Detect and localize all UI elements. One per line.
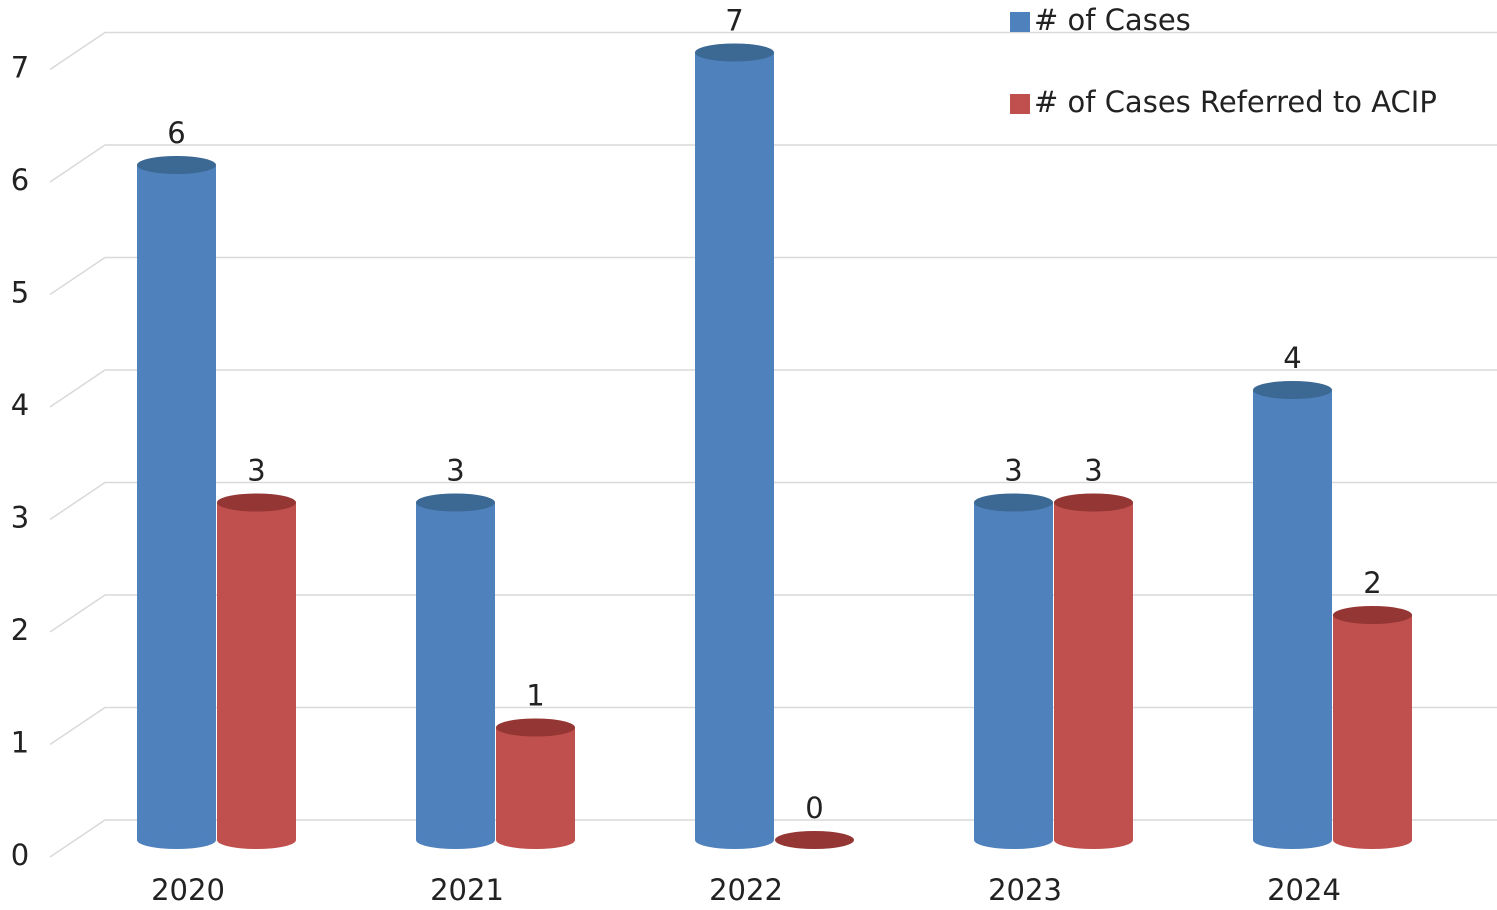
cylinder-top	[217, 493, 296, 512]
cylinder	[137, 156, 216, 849]
grid-line	[49, 369, 1497, 408]
cylinder-top	[974, 493, 1053, 512]
legend-label: # of Cases Referred to ACIP	[1034, 85, 1437, 119]
cylinder	[775, 831, 854, 849]
y-tick-label: 4	[11, 388, 29, 422]
cylinder-bottom	[1054, 831, 1133, 849]
y-tick-label: 6	[11, 163, 29, 197]
cylinder	[496, 718, 575, 849]
y-tick-label: 0	[11, 838, 29, 872]
cylinder-body	[496, 727, 575, 840]
y-tick-label: 1	[11, 726, 29, 760]
x-tick-label: 2022	[709, 873, 783, 907]
data-label: 6	[167, 116, 185, 150]
cylinder-bottom	[416, 831, 495, 849]
cylinder-body	[1054, 502, 1133, 840]
cylinder-body	[974, 502, 1053, 840]
legend-label: # of Cases	[1034, 3, 1191, 37]
data-label: 3	[446, 454, 464, 488]
grid-line	[49, 481, 1497, 521]
y-tick-label: 2	[11, 613, 29, 647]
cylinder-body	[137, 165, 216, 840]
legend-swatch	[1010, 12, 1030, 32]
data-label: 1	[526, 679, 544, 713]
cylinder-top	[496, 718, 575, 737]
cylinder	[416, 493, 495, 849]
cylinder	[695, 43, 774, 849]
cylinder	[1054, 493, 1133, 849]
y-tick-label: 3	[11, 501, 29, 535]
y-tick-label: 7	[11, 51, 29, 85]
cylinder-bottom	[974, 831, 1053, 849]
cylinder	[217, 493, 296, 849]
x-tick-label: 2024	[1267, 873, 1341, 907]
grid-line	[49, 256, 1497, 296]
cylinder-top	[1054, 493, 1133, 512]
cylinder	[1333, 606, 1412, 849]
data-label: 3	[1004, 454, 1022, 488]
cylinder-bottom	[1333, 831, 1412, 849]
grid-line	[49, 144, 1497, 183]
data-label: 7	[725, 4, 743, 38]
cylinder-top	[775, 831, 854, 849]
cylinder-top	[1333, 606, 1412, 624]
cylinder-bottom	[137, 831, 216, 849]
cylinder	[974, 493, 1053, 849]
cylinder-body	[1333, 615, 1412, 840]
cylinder-body	[416, 502, 495, 840]
cylinder-bottom	[1253, 831, 1332, 849]
x-tick-label: 2021	[430, 873, 504, 907]
data-label: 3	[247, 454, 265, 488]
legend-swatch	[1010, 94, 1030, 114]
x-tick-label: 2020	[151, 873, 225, 907]
cylinder-bottom	[217, 831, 296, 849]
cylinder-body	[217, 502, 296, 840]
cylinder-top	[695, 43, 774, 62]
cylinder-bottom	[496, 831, 575, 849]
cylinder-body	[1253, 390, 1332, 840]
cylinder-top	[1253, 381, 1332, 399]
data-label: 2	[1363, 566, 1381, 600]
cylinder-bottom	[695, 831, 774, 849]
data-label: 3	[1084, 454, 1102, 488]
data-label: 0	[805, 791, 823, 825]
cylinder-top	[137, 156, 216, 174]
y-tick-label: 5	[11, 276, 29, 310]
x-tick-label: 2023	[988, 873, 1062, 907]
data-label: 4	[1283, 341, 1301, 375]
grid-line	[49, 31, 1497, 71]
cylinder	[1253, 381, 1332, 849]
cylinder-body	[695, 52, 774, 840]
cylinder-top	[416, 493, 495, 512]
